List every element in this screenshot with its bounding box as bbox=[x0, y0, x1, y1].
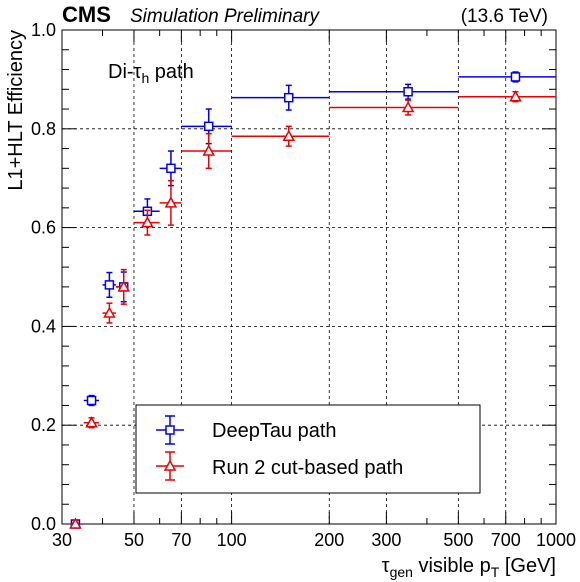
x-tick-label: 200 bbox=[314, 530, 344, 550]
y-tick-label: 0.6 bbox=[31, 218, 56, 238]
data-point bbox=[141, 216, 154, 228]
legend-label-deeptau: DeepTau path bbox=[212, 420, 337, 442]
data-point bbox=[403, 87, 413, 97]
data-point bbox=[166, 163, 176, 174]
minor-tick-layer bbox=[62, 30, 556, 524]
xlabel-part3: [GeV] bbox=[499, 555, 556, 577]
y-tick-label: 0.2 bbox=[31, 415, 56, 435]
x-tick-label: 30 bbox=[52, 530, 72, 550]
y-tick-label: 1.0 bbox=[31, 20, 56, 40]
xlabel-sub1: gen bbox=[390, 564, 413, 580]
data-point bbox=[164, 196, 178, 208]
data-point bbox=[509, 90, 522, 102]
series-1 bbox=[69, 90, 556, 529]
xlabel-part1: τ bbox=[382, 555, 390, 577]
x-tick-label: 300 bbox=[371, 530, 401, 550]
y-tick-label: 0.0 bbox=[31, 514, 56, 534]
y-axis-label: L1+HLT Efficiency bbox=[5, 30, 27, 191]
legend-label-run2: Run 2 cut-based path bbox=[212, 457, 403, 479]
simulation-preliminary-label: Simulation Preliminary bbox=[130, 6, 321, 27]
legend-box bbox=[135, 404, 481, 494]
data-point bbox=[103, 306, 116, 318]
legend: DeepTau path Run 2 cut-based path bbox=[135, 404, 481, 494]
x-tick-label: 50 bbox=[124, 530, 144, 550]
path-annotation: Di-τh path bbox=[108, 61, 194, 86]
data-point bbox=[282, 129, 296, 141]
x-tick-label: 70 bbox=[171, 530, 191, 550]
data-point bbox=[85, 416, 98, 428]
xlabel-part2: visible p bbox=[413, 555, 491, 577]
data-point bbox=[401, 101, 415, 113]
y-tick-label: 0.4 bbox=[31, 316, 56, 336]
x-tick-label: 100 bbox=[217, 530, 247, 550]
legend-marker-shape bbox=[163, 459, 177, 471]
legend-marker-shape bbox=[165, 425, 175, 435]
cms-label: CMS bbox=[62, 2, 111, 27]
x-tick-label: 700 bbox=[491, 530, 521, 550]
data-layer bbox=[69, 71, 556, 529]
x-tick-label: 1000 bbox=[536, 530, 576, 550]
data-point bbox=[86, 395, 97, 406]
data-point bbox=[283, 92, 294, 103]
x-tick-label: 500 bbox=[443, 530, 473, 550]
data-point bbox=[69, 517, 82, 529]
data-point bbox=[202, 144, 215, 156]
energy-label: (13.6 TeV) bbox=[461, 6, 548, 27]
data-point bbox=[510, 72, 521, 82]
legend-marker-run2 bbox=[156, 451, 184, 481]
data-point bbox=[203, 121, 214, 132]
x-axis-label: τgen visible pT [GeV] bbox=[382, 555, 556, 580]
data-point bbox=[104, 280, 115, 290]
axis-layer: 30 50 70 100 200 300 500 700 1000 0.0 0.2 0.4 0.6 0.8… bbox=[31, 20, 576, 550]
y-tick-label: 0.8 bbox=[31, 119, 56, 139]
xlabel-sub2: T bbox=[491, 564, 500, 580]
annotation-prefix: Di-τ bbox=[108, 61, 142, 83]
data-point bbox=[117, 280, 131, 292]
legend-marker-deeptau bbox=[156, 415, 184, 445]
plot-frame bbox=[61, 29, 557, 525]
annotation-suffix: path bbox=[149, 61, 193, 83]
annotation-sub: h bbox=[141, 70, 149, 86]
